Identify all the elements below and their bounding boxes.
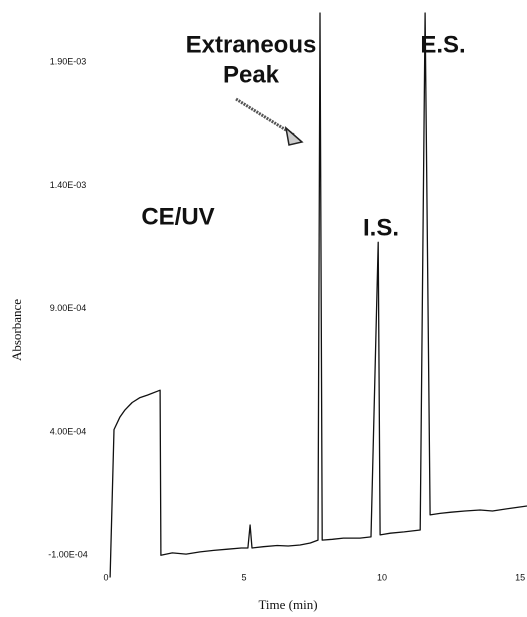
trace: [109, 12, 527, 578]
annotation-arrow: [235, 97, 295, 137]
x-tick-label: 0: [103, 572, 108, 582]
y-tick-label: 9.00E-04: [50, 303, 87, 313]
y-tick-label: 4.00E-04: [50, 426, 87, 436]
annotation: I.S.: [363, 214, 399, 241]
annotation: Peak: [223, 61, 280, 88]
arrow-head: [284, 126, 304, 146]
y-axis-label: Absorbance: [9, 299, 24, 361]
x-tick-label: 5: [242, 572, 247, 582]
annotation: Extraneous: [186, 31, 317, 58]
x-tick-label: 15: [515, 572, 525, 582]
annotation: E.S.: [420, 31, 465, 58]
y-tick-label: 1.90E-03: [50, 57, 87, 67]
annotation: CE/UV: [141, 203, 214, 230]
x-axis-label: Time (min): [258, 597, 317, 612]
y-tick-label: 1.40E-03: [50, 180, 87, 190]
y-tick-label: -1.00E-04: [48, 550, 88, 560]
x-tick-label: 10: [377, 572, 387, 582]
